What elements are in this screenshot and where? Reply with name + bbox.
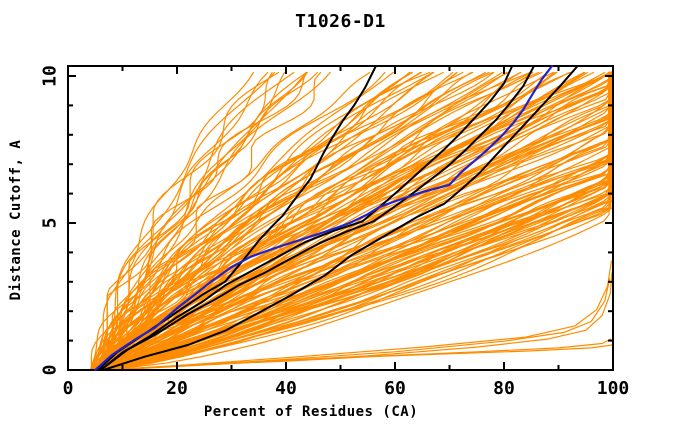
orange-outlier-3 (111, 272, 613, 371)
reference-model-blue (94, 64, 554, 372)
x-tick-label: 80 (493, 378, 515, 399)
orange-outlier-5 (116, 260, 612, 371)
y-tick-label: 0 (40, 365, 61, 376)
y-tick-label: 10 (40, 65, 61, 87)
x-tick-label: 40 (275, 378, 297, 399)
orange-outlier-4 (111, 278, 611, 371)
highlight-model-3 (99, 65, 535, 371)
x-tick-label: 20 (166, 378, 188, 399)
highlight-model-2 (99, 65, 514, 371)
x-tick-label: 100 (597, 378, 630, 399)
y-tick-label: 5 (40, 218, 61, 229)
axes: 0 20 40 60 80 100 0 5 10 (40, 65, 630, 399)
highlight-curves (94, 64, 579, 372)
chart-title: T1026-D1 (295, 11, 386, 32)
highlight-model-4 (102, 65, 579, 371)
x-tick-label: 60 (384, 378, 406, 399)
x-axis-label: Percent of Residues (CA) (203, 404, 419, 420)
x-tick-label: 0 (63, 378, 74, 399)
